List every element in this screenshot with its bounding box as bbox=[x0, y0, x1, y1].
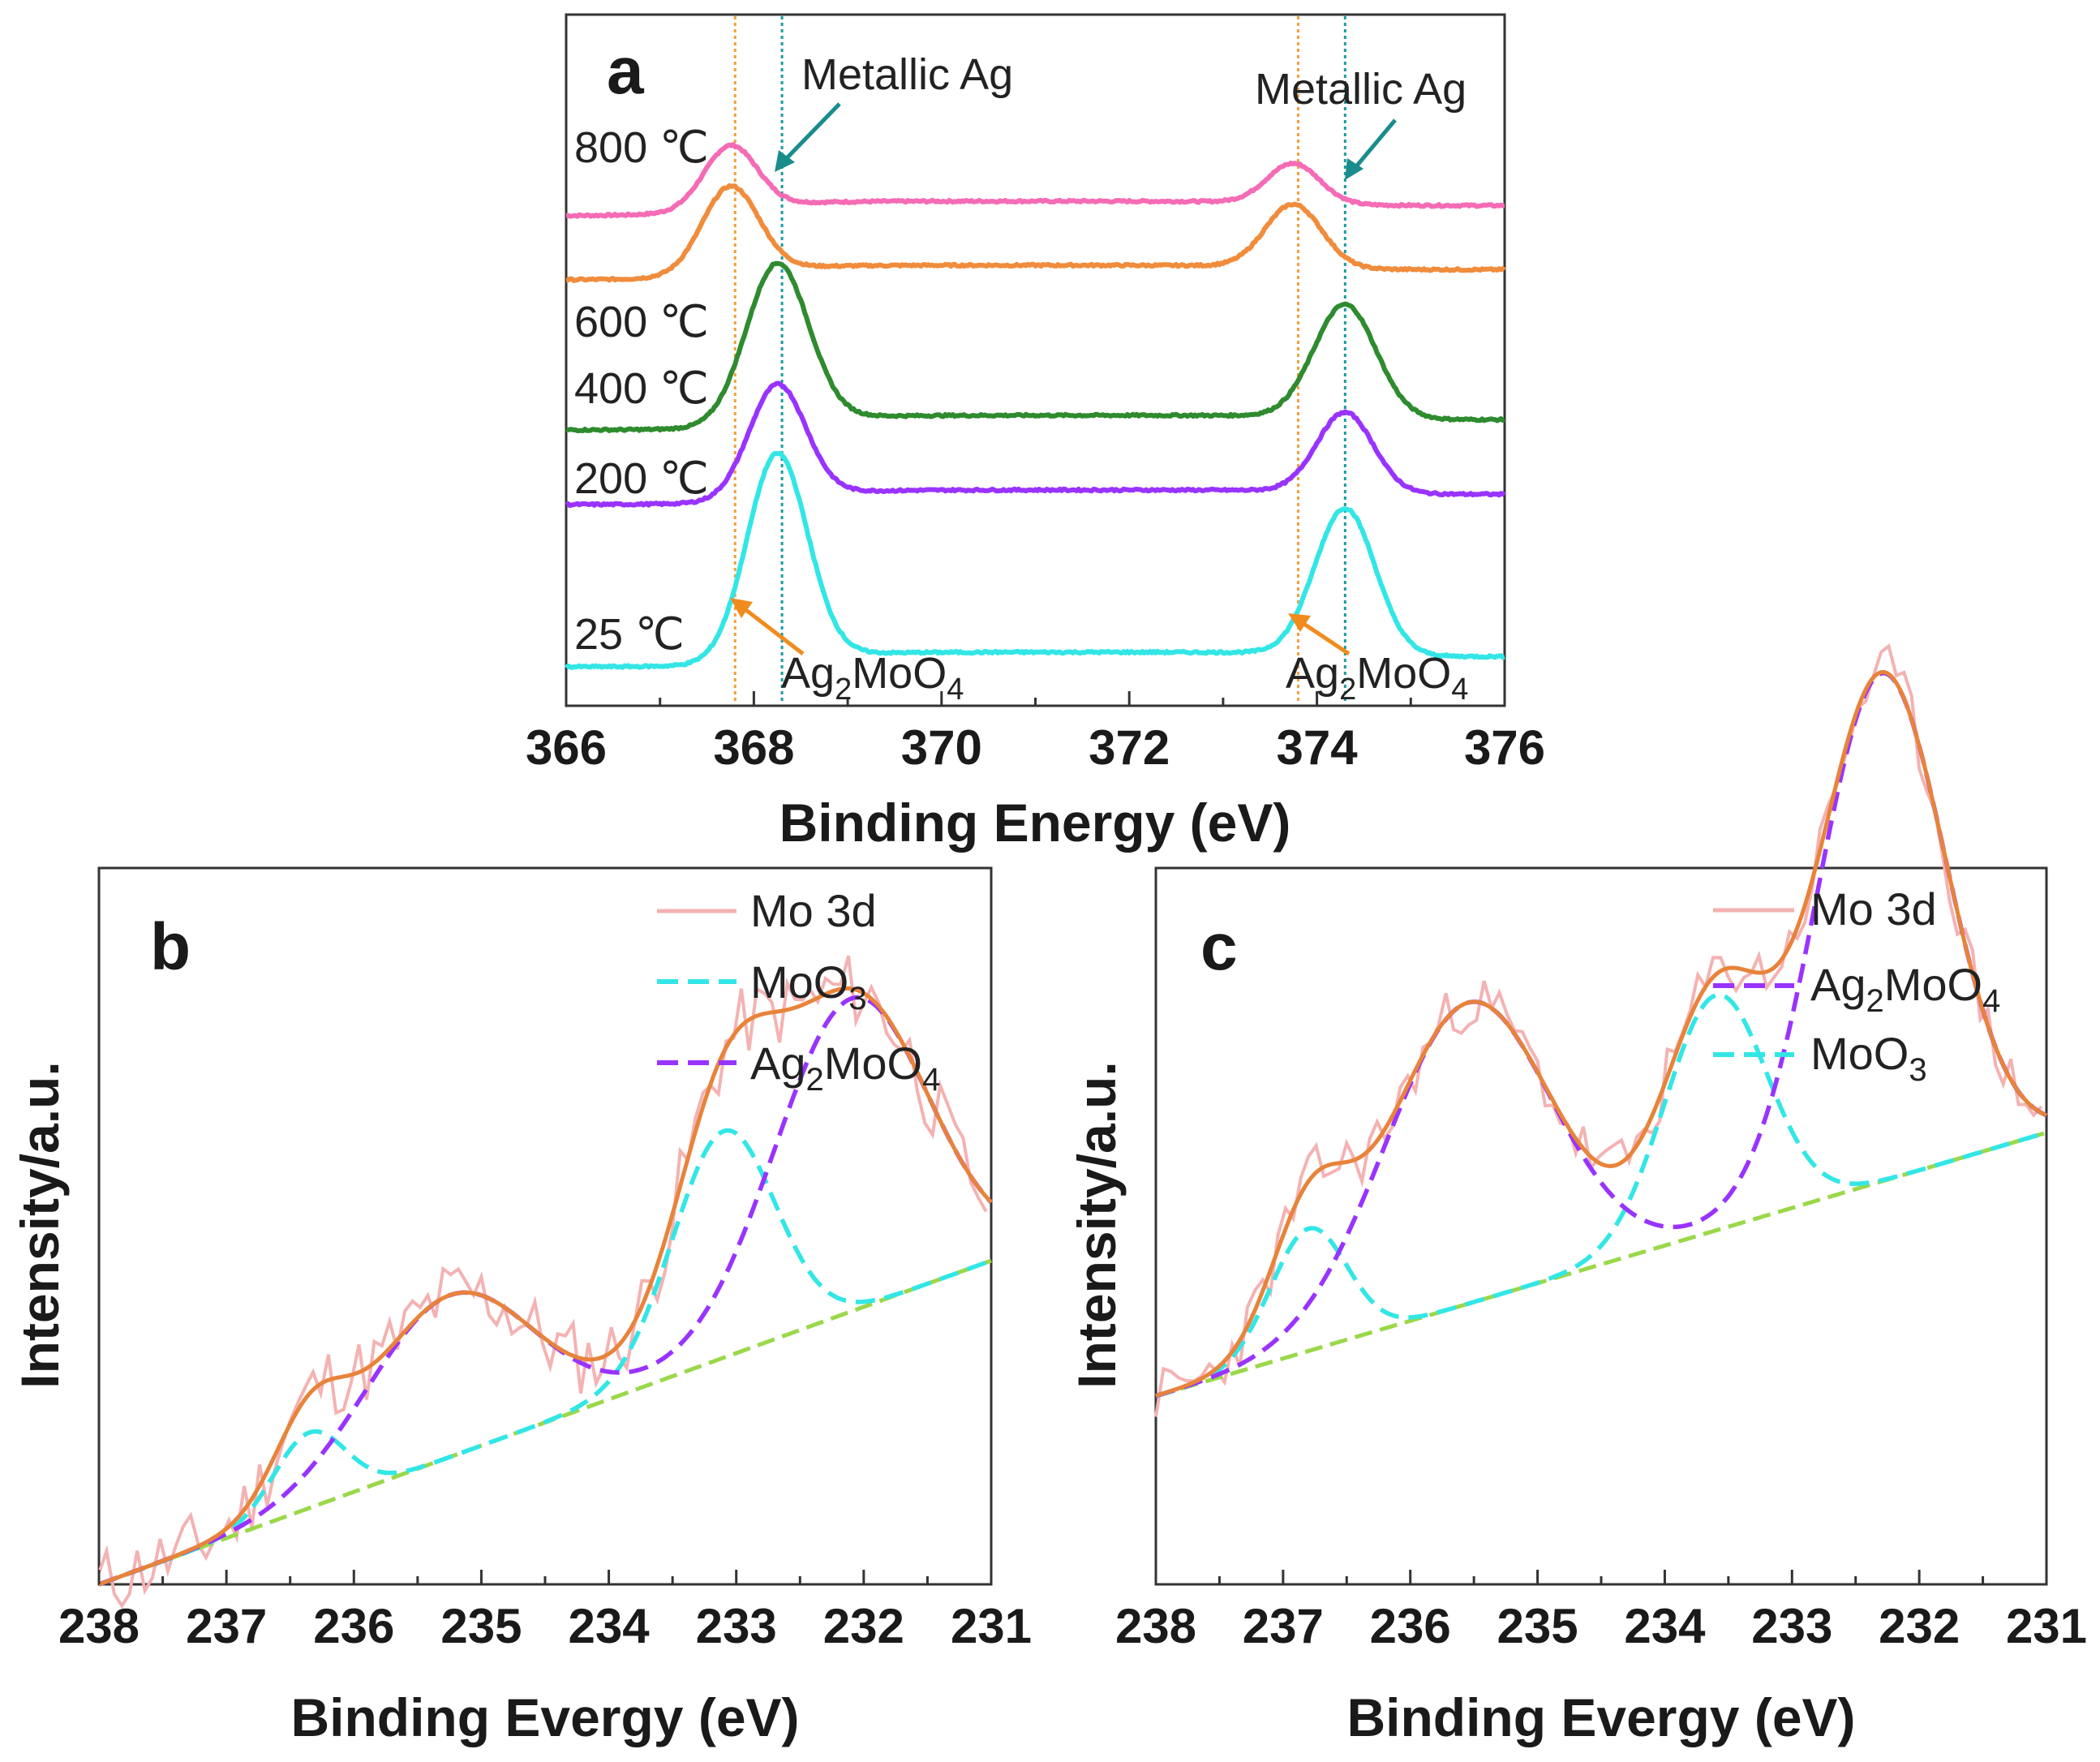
panel-c-plot bbox=[1154, 643, 2048, 1417]
legend-label-moo3-c: MoO3 bbox=[1810, 1028, 1927, 1088]
panel-a-series bbox=[564, 142, 1506, 670]
moo3-component-line bbox=[1155, 992, 2047, 1399]
xtick-label-238: 238 bbox=[58, 1599, 140, 1653]
xtick-label-232: 232 bbox=[1879, 1599, 1960, 1653]
xtick-label-235: 235 bbox=[440, 1599, 522, 1653]
ag2moo4-component-line bbox=[98, 995, 994, 1587]
ag2moo4-component-line bbox=[1155, 670, 2048, 1399]
series-line-25 bbox=[564, 450, 1505, 670]
panel-b-legend: Mo 3d MoO3 Ag2MoO4 bbox=[657, 885, 940, 1098]
series-label-600: 600 ℃ bbox=[574, 298, 709, 346]
xtick-label-231: 231 bbox=[2006, 1599, 2087, 1653]
a-xtick-label-372: 372 bbox=[1089, 720, 1170, 775]
panel-b-frame bbox=[97, 866, 993, 1586]
arrow-metallic-right bbox=[1345, 118, 1397, 180]
a-xtick-label-374: 374 bbox=[1277, 720, 1359, 775]
envelope-fit-line bbox=[1155, 669, 2048, 1398]
series-line-400 bbox=[565, 260, 1505, 433]
legend-label-mo3d: Mo 3d bbox=[750, 885, 877, 936]
legend-label-moo3: MoO3 bbox=[750, 956, 867, 1016]
series-line-200 bbox=[565, 380, 1506, 509]
xtick-label-237: 237 bbox=[186, 1599, 267, 1653]
panel-c-ylabel: Intensity/a.u. bbox=[1067, 1061, 1127, 1388]
xtick-label-231: 231 bbox=[951, 1599, 1032, 1653]
panel-a-xlabel: Binding Energy (eV) bbox=[779, 793, 1291, 853]
panel-c-label: c bbox=[1200, 910, 1238, 984]
xtick-label-234: 234 bbox=[569, 1599, 651, 1653]
xtick-label-233: 233 bbox=[1751, 1599, 1832, 1653]
series-line-800 bbox=[565, 142, 1505, 219]
panel-b-xlabel: Binding Evergy (eV) bbox=[290, 1687, 799, 1747]
legend-label-ag2moo4-c: Ag2MoO4 bbox=[1810, 959, 2000, 1019]
arrow-ag2moo4-left bbox=[730, 598, 805, 655]
raw-data-line bbox=[97, 955, 988, 1609]
annotation-metallic-ag-right: Metallic Ag bbox=[1255, 65, 1467, 114]
series-label-400: 400 ℃ bbox=[574, 364, 709, 413]
legend-label-ag2moo4: Ag2MoO4 bbox=[750, 1038, 940, 1098]
series-label-200: 200 ℃ bbox=[574, 454, 709, 503]
xtick-label-238: 238 bbox=[1115, 1599, 1196, 1653]
panel-b-label: b bbox=[150, 910, 191, 984]
xtick-label-235: 235 bbox=[1497, 1599, 1578, 1653]
xtick-label-236: 236 bbox=[1370, 1599, 1451, 1653]
panel-c: 238 237 236 235 234 233 232 231 c Binding Everg… bbox=[1067, 643, 2087, 1747]
legend-label-mo3d-c: Mo 3d bbox=[1810, 883, 1937, 935]
xtick-label-233: 233 bbox=[696, 1599, 777, 1653]
raw-data-line bbox=[1154, 643, 2043, 1417]
series-label-800: 800 ℃ bbox=[574, 123, 709, 172]
arrow-ag2moo4-right bbox=[1288, 613, 1351, 656]
series-line-600 bbox=[565, 183, 1506, 283]
a-xtick-label-368: 368 bbox=[713, 720, 794, 775]
annotation-ag2moo4-left: Ag2MoO4 bbox=[781, 649, 964, 707]
a-xtick-label-370: 370 bbox=[901, 720, 982, 775]
series-label-25: 25 ℃ bbox=[574, 610, 685, 659]
moo3-component-line bbox=[98, 1128, 992, 1587]
panel-c-xlabel: Binding Evergy (eV) bbox=[1346, 1687, 1855, 1747]
annotation-metallic-ag-left: Metallic Ag bbox=[801, 50, 1013, 99]
panel-c-ticks: 238 237 236 235 234 233 232 231 bbox=[1115, 1570, 2087, 1653]
a-xtick-label-376: 376 bbox=[1464, 720, 1545, 775]
panel-a: 366 368 370 372 374 376 a Binding Energy (eV)… bbox=[526, 13, 1545, 853]
xtick-label-236: 236 bbox=[313, 1599, 394, 1653]
panel-a-frame bbox=[565, 13, 1506, 707]
panel-a-label: a bbox=[607, 34, 645, 108]
envelope-fit-line bbox=[98, 986, 993, 1587]
a-xtick-label-366: 366 bbox=[526, 720, 607, 775]
xtick-label-237: 237 bbox=[1243, 1599, 1324, 1653]
panel-a-ticks: 366 368 370 372 374 376 bbox=[526, 691, 1545, 775]
xtick-label-234: 234 bbox=[1624, 1599, 1706, 1653]
xtick-label-232: 232 bbox=[823, 1599, 904, 1653]
annotation-ag2moo4-right: Ag2MoO4 bbox=[1286, 649, 1468, 707]
panel-b: 238 237 236 235 234 233 232 231 b Binding Everg… bbox=[10, 866, 1032, 1747]
arrow-metallic-left bbox=[775, 102, 841, 172]
panel-b-ylabel: Intensity/a.u. bbox=[10, 1061, 70, 1388]
panel-c-legend: Mo 3d Ag2MoO4 MoO3 bbox=[1713, 883, 2000, 1088]
panel-b-ticks: 238 237 236 235 234 233 232 231 bbox=[58, 1570, 1032, 1653]
panel-b-plot bbox=[97, 955, 994, 1609]
